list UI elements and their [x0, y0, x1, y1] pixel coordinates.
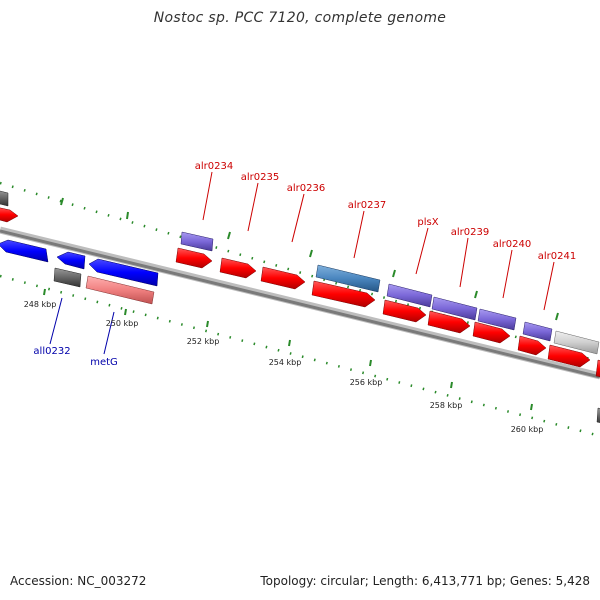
scale-label-248: 248 kbp	[24, 300, 57, 309]
outer-dot-track	[0, 181, 600, 364]
major-tick	[474, 290, 478, 299]
major-tick	[43, 288, 46, 296]
forward-label-leaders	[202, 171, 555, 311]
gene-label-alr0235[interactable]: alr0235	[241, 172, 279, 183]
gene-label-alr0239[interactable]: alr0239	[451, 227, 489, 238]
gene-fwd-d[interactable]	[311, 280, 376, 308]
gene-label-alr0234[interactable]: alr0234	[195, 161, 233, 172]
major-tick	[126, 211, 129, 220]
major-tick	[124, 308, 127, 316]
gene-rev-2[interactable]	[56, 251, 86, 270]
gene-fwd-e[interactable]	[382, 299, 427, 323]
gene-fwd-b[interactable]	[219, 257, 257, 279]
major-tick	[555, 312, 559, 321]
reverse-label-leaders	[49, 297, 115, 355]
gene-label-metG[interactable]: metG	[90, 357, 118, 368]
feature-purple-2[interactable]	[386, 283, 433, 308]
scale-label-250: 250 kbp	[106, 319, 139, 328]
scale-label-256: 256 kbp	[350, 378, 383, 387]
scale-label-260: 260 kbp	[511, 425, 544, 434]
major-tick	[530, 403, 533, 411]
gene-label-alr0237[interactable]: alr0237	[348, 200, 386, 211]
feature-purple-3[interactable]	[431, 296, 478, 321]
feature-gray-2[interactable]	[53, 267, 82, 288]
gene-fwd-f[interactable]	[427, 310, 471, 334]
genome-backbone	[0, 226, 600, 380]
gene-fwd-g[interactable]	[472, 321, 511, 344]
forward-feature-boxes	[0, 190, 600, 424]
map-title: Nostoc sp. PCC 7120, complete genome	[153, 10, 447, 26]
major-tick	[206, 320, 209, 328]
forward-gene-labels: alr0234 alr0235 alr0236 alr0237 plsX alr…	[195, 161, 576, 262]
genome-summary-text: Topology: circular; Length: 6,413,771 bp…	[260, 574, 590, 588]
scale-label-252: 252 kbp	[187, 337, 220, 346]
major-tick	[60, 197, 64, 206]
gene-fwd-a[interactable]	[175, 247, 213, 269]
feature-gray-right[interactable]	[596, 407, 600, 424]
major-tick	[392, 269, 396, 278]
feature-light-gray[interactable]	[553, 330, 600, 355]
major-tick	[227, 231, 231, 240]
inner-tick-ring	[0, 274, 600, 438]
outer-tick-ring	[0, 181, 600, 364]
reverse-gene-labels: all0232 metG	[33, 346, 117, 368]
gene-label-all0232[interactable]: all0232	[33, 346, 70, 357]
gene-rev-1[interactable]	[0, 239, 49, 263]
gene-fwd-c[interactable]	[260, 266, 306, 290]
gene-label-alr0236[interactable]: alr0236	[287, 183, 325, 194]
feature-purple-5[interactable]	[522, 321, 553, 342]
gene-rev-3[interactable]	[88, 258, 159, 287]
major-tick	[288, 339, 291, 347]
gene-fwd-i[interactable]	[547, 344, 591, 368]
feature-gray-left[interactable]	[0, 190, 9, 207]
gene-label-alr0241[interactable]: alr0241	[538, 251, 576, 262]
scale-label-258: 258 kbp	[430, 401, 463, 410]
scale-labels: 248 kbp 250 kbp 252 kbp 254 kbp 256 kbp …	[24, 300, 544, 434]
gene-fwd-partial-left[interactable]	[0, 207, 19, 223]
gene-fwd-partial-right[interactable]	[595, 359, 600, 378]
forward-strand-genes	[0, 207, 600, 378]
gene-label-plsX[interactable]: plsX	[417, 217, 438, 228]
gene-label-alr0240[interactable]: alr0240	[493, 239, 531, 250]
feature-steel-1[interactable]	[315, 264, 381, 293]
major-tick	[369, 359, 372, 367]
feature-purple-4[interactable]	[477, 308, 517, 331]
accession-text: Accession: NC_003272	[10, 574, 147, 588]
gene-fwd-h[interactable]	[517, 335, 547, 356]
scale-label-254: 254 kbp	[269, 358, 302, 367]
major-tick	[450, 381, 453, 389]
feature-pink-metG[interactable]	[85, 275, 155, 305]
major-tick	[309, 249, 313, 258]
feature-purple-1[interactable]	[180, 231, 214, 252]
reverse-strand-genes	[0, 239, 159, 305]
